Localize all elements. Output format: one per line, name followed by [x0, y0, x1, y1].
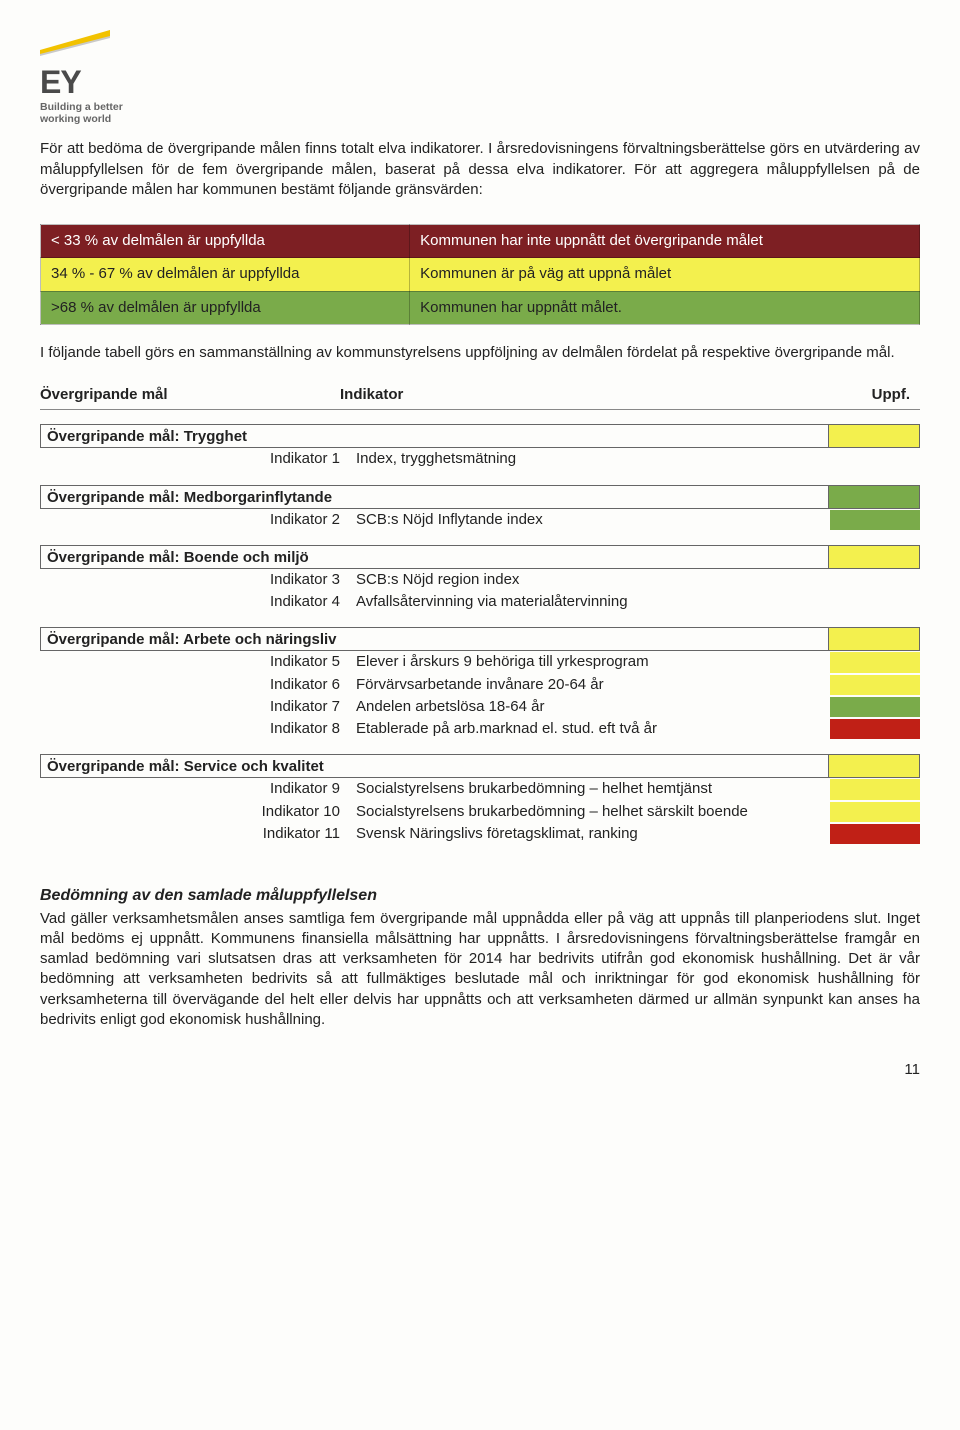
page-number: 11 — [40, 1060, 920, 1080]
intro-paragraph-1: För att bedöma de övergripande målen fin… — [40, 139, 920, 200]
goal-status-swatch — [828, 546, 919, 568]
indicator-description: SCB:s Nöjd Inflytande index — [356, 510, 830, 530]
indicator-description: Svensk Näringslivs företagsklimat, ranki… — [356, 824, 830, 844]
indicator-label: Indikator 9 — [40, 779, 356, 799]
indicator-swatch — [830, 675, 920, 695]
indicator-description: Andelen arbetslösa 18-64 år — [356, 697, 830, 717]
indicator-line: Indikator 5Elever i årskurs 9 behöriga t… — [40, 651, 920, 673]
ey-logo: EY Building a better working world — [40, 30, 920, 125]
indicator-description: Index, trygghetsmätning — [356, 449, 830, 469]
threshold-meaning: Kommunen har inte uppnått det övergripan… — [410, 225, 920, 258]
goal-title: Övergripande mål: Boende och miljö — [41, 546, 828, 568]
goal-row: Övergripande mål: Arbete och näringsliv — [40, 627, 920, 651]
tagline-line2: working world — [40, 113, 111, 125]
indicator-label: Indikator 5 — [40, 652, 356, 672]
goal-title: Övergripande mål: Arbete och näringsliv — [41, 628, 828, 650]
threshold-range: >68 % av delmålen är uppfyllda — [41, 291, 410, 324]
indicator-description: SCB:s Nöjd region index — [356, 570, 830, 590]
goals-container: Övergripande mål: TrygghetIndikator 1Ind… — [40, 424, 920, 845]
header-indicator: Indikator — [340, 385, 740, 405]
goal-status-swatch — [828, 628, 919, 650]
ey-logo-mark — [40, 30, 920, 62]
intro-paragraph-2: I följande tabell görs en sammanställnin… — [40, 343, 920, 363]
indicator-label: Indikator 10 — [40, 802, 356, 822]
threshold-table: < 33 % av delmålen är uppfylldaKommunen … — [40, 224, 920, 325]
goal-status-swatch — [828, 755, 919, 777]
goal-row: Övergripande mål: Boende och miljö — [40, 545, 920, 569]
indicator-description: Elever i årskurs 9 behöriga till yrkespr… — [356, 652, 830, 672]
threshold-range: < 33 % av delmålen är uppfyllda — [41, 225, 410, 258]
goal-row: Övergripande mål: Trygghet — [40, 424, 920, 448]
indicator-line: Indikator 1Index, trygghetsmätning — [40, 448, 920, 470]
threshold-row: >68 % av delmålen är uppfylldaKommunen h… — [41, 291, 920, 324]
indicator-line: Indikator 4Avfallsåtervinning via materi… — [40, 591, 920, 613]
goal-status-swatch — [828, 425, 919, 447]
indicator-swatch — [830, 719, 920, 739]
indicator-line: Indikator 7Andelen arbetslösa 18-64 år — [40, 696, 920, 718]
goal-row: Övergripande mål: Medborgarinflytande — [40, 485, 920, 509]
indicator-swatch — [830, 697, 920, 717]
indicator-label: Indikator 3 — [40, 570, 356, 590]
threshold-range: 34 % - 67 % av delmålen är uppfyllda — [41, 258, 410, 291]
indicator-swatch — [830, 652, 920, 672]
ey-tagline: Building a better working world — [40, 102, 920, 125]
indicator-header-row: Övergripande mål Indikator Uppf. — [40, 381, 920, 410]
indicator-label: Indikator 8 — [40, 719, 356, 739]
indicator-label: Indikator 11 — [40, 824, 356, 844]
indicator-description: Socialstyrelsens brukarbedömning – helhe… — [356, 779, 830, 799]
header-goal: Övergripande mål — [40, 385, 340, 405]
indicator-swatch — [830, 824, 920, 844]
tagline-line1: Building a better — [40, 101, 123, 113]
goal-title: Övergripande mål: Service och kvalitet — [41, 755, 828, 777]
indicator-line: Indikator 8Etablerade på arb.marknad el.… — [40, 718, 920, 740]
indicator-description: Avfallsåtervinning via materialåtervinni… — [356, 592, 830, 612]
indicator-swatch — [830, 570, 920, 590]
indicator-label: Indikator 2 — [40, 510, 356, 530]
indicator-label: Indikator 1 — [40, 449, 356, 469]
indicator-description: Förvärvsarbetande invånare 20-64 år — [356, 675, 830, 695]
assessment-body: Vad gäller verksamhetsmålen anses samtli… — [40, 909, 920, 1031]
header-uppf: Uppf. — [740, 385, 920, 405]
goal-row: Övergripande mål: Service och kvalitet — [40, 754, 920, 778]
indicator-label: Indikator 6 — [40, 675, 356, 695]
threshold-row: < 33 % av delmålen är uppfylldaKommunen … — [41, 225, 920, 258]
indicator-line: Indikator 10Socialstyrelsens brukarbedöm… — [40, 801, 920, 823]
assessment-heading: Bedömning av den samlade måluppfyllelsen — [40, 885, 920, 907]
goal-title: Övergripande mål: Medborgarinflytande — [41, 486, 828, 508]
goal-status-swatch — [828, 486, 919, 508]
ey-logo-text: EY — [40, 66, 920, 98]
indicator-swatch — [830, 449, 920, 469]
indicator-line: Indikator 3SCB:s Nöjd region index — [40, 569, 920, 591]
indicator-description: Etablerade på arb.marknad el. stud. eft … — [356, 719, 830, 739]
threshold-meaning: Kommunen har uppnått målet. — [410, 291, 920, 324]
indicator-label: Indikator 7 — [40, 697, 356, 717]
goal-title: Övergripande mål: Trygghet — [41, 425, 828, 447]
threshold-meaning: Kommunen är på väg att uppnå målet — [410, 258, 920, 291]
indicator-swatch — [830, 592, 920, 612]
indicator-swatch — [830, 779, 920, 799]
indicator-line: Indikator 11Svensk Näringslivs företagsk… — [40, 823, 920, 845]
indicator-description: Socialstyrelsens brukarbedömning – helhe… — [356, 802, 830, 822]
indicator-label: Indikator 4 — [40, 592, 356, 612]
indicator-swatch — [830, 510, 920, 530]
threshold-row: 34 % - 67 % av delmålen är uppfylldaKomm… — [41, 258, 920, 291]
indicator-swatch — [830, 802, 920, 822]
indicator-line: Indikator 9Socialstyrelsens brukarbedömn… — [40, 778, 920, 800]
indicator-line: Indikator 2SCB:s Nöjd Inflytande index — [40, 509, 920, 531]
indicator-line: Indikator 6Förvärvsarbetande invånare 20… — [40, 674, 920, 696]
